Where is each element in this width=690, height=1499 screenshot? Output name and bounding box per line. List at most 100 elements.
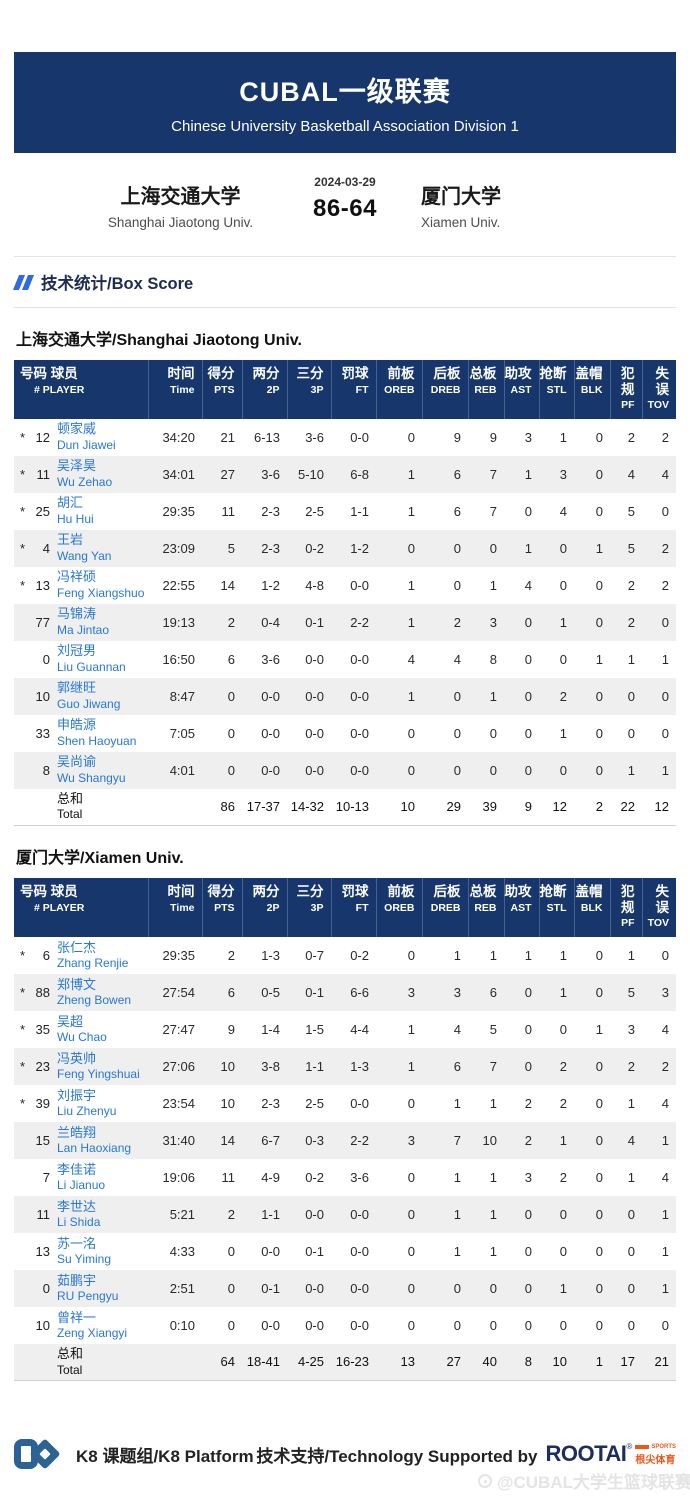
stat-value: 3-6: [261, 466, 280, 482]
column-header-row: 号码 球员 # PLAYER 时间 Time 得分 PTS 两分 2P 三分 3P 罚球 FT 前板 OR…: [14, 878, 676, 937]
player-number: 13: [35, 577, 50, 593]
player-number: 0: [42, 651, 50, 667]
player-name-en[interactable]: Liu Guannan: [57, 659, 126, 674]
player-number: 11: [36, 466, 51, 482]
player-name-en[interactable]: Zeng Xiangyi: [57, 1325, 128, 1340]
stat-value: 16-23: [335, 1354, 369, 1370]
player-name-en[interactable]: Lan Haoxiang: [57, 1140, 132, 1155]
player-name-cn[interactable]: 张仁杰: [57, 939, 97, 955]
starter-mark: *: [20, 1021, 26, 1037]
player-name-cn[interactable]: 刘冠男: [57, 643, 97, 659]
player-name-cn[interactable]: 王岩: [57, 532, 84, 548]
stat-value: 5: [489, 1021, 497, 1037]
player-name-cn[interactable]: 马锦涛: [57, 606, 97, 622]
player-name-cn[interactable]: 顿家威: [57, 421, 97, 437]
player-number: 15: [35, 1132, 50, 1148]
player-row: * 88 郑博文 Zheng Bowen 27:54 6 0-5 0-1 6-6 3 3 6 0 1 0 5 3: [14, 973, 676, 1011]
player-name-cn[interactable]: 兰皓翔: [57, 1124, 97, 1140]
column-header-dreb: 后板 DREB: [422, 878, 469, 937]
stat-value: 10-13: [335, 799, 369, 815]
player-name-en[interactable]: Feng Xiangshuo: [57, 585, 145, 600]
stat-value: 1: [661, 1206, 669, 1222]
stat-value: 4: [627, 466, 635, 482]
player-name-en[interactable]: Wu Shangyu: [57, 770, 126, 785]
stat-value: 23:54: [162, 1095, 195, 1111]
stat-value: 1-3: [350, 1058, 369, 1074]
stat-value: 0: [595, 1095, 603, 1111]
player-name-en[interactable]: Wang Yan: [57, 548, 112, 563]
column-header-pts: 得分 PTS: [202, 360, 243, 419]
stat-value: 4: [661, 1169, 669, 1185]
stat-value: 0: [627, 688, 635, 704]
player-name-en[interactable]: Hu Hui: [57, 511, 94, 526]
stat-value: [148, 1344, 202, 1381]
player-name-cn[interactable]: 苏一洺: [57, 1235, 97, 1251]
stat-value: 1: [559, 984, 567, 1000]
player-name-cn[interactable]: 李世达: [57, 1198, 97, 1214]
player-number: 4: [42, 540, 50, 556]
stat-value: 1: [595, 1354, 603, 1370]
player-name-en[interactable]: Li Shida: [57, 1214, 101, 1229]
player-name-cn[interactable]: 冯英帅: [57, 1050, 97, 1066]
stat-value: 0: [661, 947, 669, 963]
player-name-cn[interactable]: 李佳诺: [57, 1161, 97, 1177]
stat-value: 10: [552, 1354, 567, 1370]
stat-value: 0-0: [305, 1317, 324, 1333]
player-name-cn[interactable]: 郭继旺: [57, 680, 97, 696]
player-name-en[interactable]: Dun Jiawei: [57, 437, 116, 452]
player-name-en[interactable]: Shen Haoyuan: [57, 733, 137, 748]
stat-value: 1-1: [350, 503, 369, 519]
stat-value: 1: [489, 688, 497, 704]
column-header-ast: 助攻 AST: [504, 360, 540, 419]
stat-value: 0: [595, 1243, 603, 1259]
player-name-cn[interactable]: 曾祥一: [57, 1309, 97, 1325]
stat-value: 1: [407, 1021, 415, 1037]
stat-value: 17-37: [246, 799, 280, 815]
player-name-en[interactable]: RU Pengyu: [57, 1288, 119, 1303]
player-name-en[interactable]: Zheng Bowen: [57, 992, 132, 1007]
player-name-cn[interactable]: 吴泽昊: [57, 458, 97, 474]
column-header-pf: 犯规 PF: [610, 878, 643, 937]
player-cell: 11 李世达 Li Shida: [14, 1196, 148, 1233]
player-name-en[interactable]: Liu Zhenyu: [57, 1103, 117, 1118]
stat-value: 1: [489, 947, 497, 963]
player-name-cn[interactable]: 申皓源: [57, 717, 97, 733]
player-number: 25: [35, 503, 50, 519]
rootai-sports-label: SPORTS: [651, 1444, 676, 1451]
player-name-cn[interactable]: 冯祥硕: [57, 569, 97, 585]
player-name-cn[interactable]: 茹鹏宇: [57, 1272, 97, 1288]
player-name-cn[interactable]: 郑博文: [57, 976, 97, 992]
player-name-cn[interactable]: 吴尚谕: [57, 754, 97, 770]
stat-value: 3-6: [261, 651, 280, 667]
column-header-time: 时间 Time: [148, 360, 203, 419]
stat-value: 2: [227, 614, 235, 630]
player-name-cn[interactable]: 刘振宇: [57, 1087, 97, 1103]
player-cell: 15 兰皓翔 Lan Haoxiang: [14, 1122, 148, 1159]
player-number: 33: [35, 725, 50, 741]
player-row: * 6 张仁杰 Zhang Renjie 29:35 2 1-3 0-7 0-2 0 1 1 1 1 0 1 0: [14, 937, 676, 974]
stat-value: 0-0: [305, 1206, 324, 1222]
stat-value: 0: [595, 1169, 603, 1185]
player-number: 39: [35, 1095, 50, 1111]
player-name-en[interactable]: Guo Jiwang: [57, 696, 121, 711]
stat-value: 6-6: [350, 984, 369, 1000]
stat-value: 0-0: [305, 1280, 324, 1296]
player-name-en[interactable]: Wu Chao: [57, 1029, 107, 1044]
player-name-en[interactable]: Ma Jintao: [57, 622, 110, 637]
player-name-cn[interactable]: 胡汇: [57, 495, 84, 511]
away-team-name-en: Xiamen Univ.: [421, 214, 501, 230]
player-name-en[interactable]: Feng Yingshuai: [57, 1066, 140, 1081]
stat-value: 1: [407, 614, 415, 630]
player-name-en[interactable]: Su Yiming: [57, 1251, 112, 1266]
stat-value: 5: [627, 540, 635, 556]
player-row: 13 苏一洺 Su Yiming 4:33 0 0-0 0-1 0-0 0 1 1 0 0 0 0 1: [14, 1233, 676, 1270]
player-name-en[interactable]: Wu Zehao: [57, 474, 113, 489]
column-header-blk: 盖帽 BLK: [574, 360, 611, 419]
stat-value: 4: [661, 466, 669, 482]
player-name-en[interactable]: Li Jianuo: [57, 1177, 106, 1192]
player-name-en[interactable]: Zhang Renjie: [57, 955, 129, 970]
player-cell: * 23 冯英帅 Feng Yingshuai: [14, 1048, 148, 1085]
player-name-cn[interactable]: 吴超: [57, 1013, 84, 1029]
footer: K8 课题组/K8 Platform 技术支持/Technology Suppo…: [14, 1438, 676, 1470]
